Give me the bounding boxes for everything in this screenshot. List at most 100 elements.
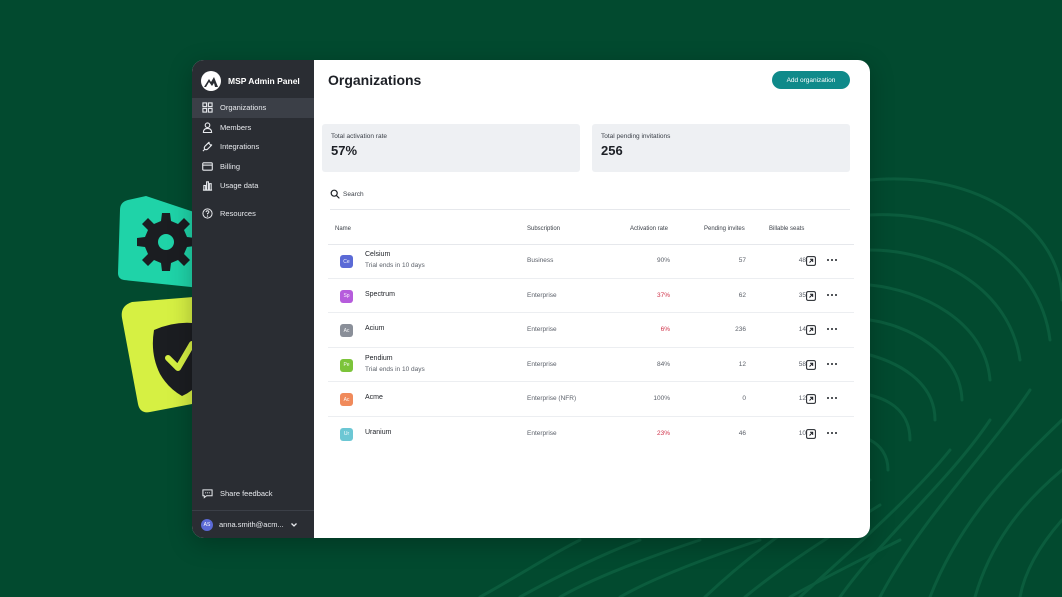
table-header: Name Subscription Activation rate Pendin… (328, 220, 854, 245)
column-header-activation-rate[interactable]: Activation rate (630, 226, 669, 232)
stat-label: Total pending invitations (601, 133, 671, 140)
sidebar-feedback: Share feedback (192, 484, 314, 504)
org-avatar-icon: Sp (340, 289, 353, 303)
search-bar (330, 188, 850, 210)
sidebar-item-label: Usage data (220, 181, 259, 191)
org-name[interactable]: Acme (365, 394, 383, 401)
avatar: AS (201, 518, 213, 531)
org-name[interactable]: Pendium (365, 354, 393, 362)
pending-invites-cell: 0 (742, 395, 746, 402)
more-options-icon[interactable] (826, 255, 838, 265)
chevron-down-icon (290, 522, 297, 527)
org-avatar-icon: Ce (340, 255, 353, 268)
nav-divider (192, 196, 314, 204)
table-row[interactable]: Pe Pendium Trial ends in 10 days Enterprise… (328, 348, 854, 382)
billable-seats-cell: 35 (798, 291, 806, 299)
person-icon (201, 121, 213, 133)
column-header-name[interactable]: Name (335, 226, 352, 232)
more-options-icon[interactable] (826, 393, 838, 403)
open-external-icon[interactable] (806, 394, 816, 404)
open-external-icon[interactable] (806, 428, 816, 439)
stat-value: 57% (331, 143, 358, 158)
org-name[interactable]: Spectrum (365, 290, 395, 298)
open-external-icon[interactable] (806, 325, 816, 335)
table-row[interactable]: Ce Celsium Trial ends in 10 days Business 90… (328, 244, 854, 279)
user-menu[interactable]: AS anna.smith@acm... (192, 510, 314, 538)
org-avatar-icon: Ac (340, 393, 353, 406)
sidebar: MSP Admin Panel Organizations Members In… (192, 60, 314, 538)
billable-seats-cell: 14 (798, 326, 806, 333)
sidebar-nav: Organizations Members Integrations Billi… (192, 98, 314, 223)
more-options-icon[interactable] (826, 324, 838, 334)
page-title: Organizations (328, 72, 422, 88)
sidebar-item-organizations[interactable]: Organizations (192, 98, 314, 118)
sidebar-item-resources[interactable]: Resources (192, 204, 314, 224)
more-options-icon[interactable] (826, 359, 838, 369)
column-header-billable-seats[interactable]: Billable seats (769, 226, 805, 232)
main-content: Organizations Add organization Total act… (314, 60, 870, 538)
grid-icon (201, 102, 213, 114)
table-row[interactable]: Ac Acme Enterprise (NFR) 100% 0 12 (328, 382, 854, 417)
organizations-table: Ce Celsium Trial ends in 10 days Business 90… (328, 244, 854, 451)
pending-invites-cell: 236 (735, 326, 746, 333)
activation-rate-cell: 23% (656, 429, 670, 437)
sidebar-item-usage-data[interactable]: Usage data (192, 176, 314, 196)
activation-rate-cell: 84% (656, 360, 670, 368)
gear-icon (137, 213, 195, 271)
org-name[interactable]: Celsium (365, 251, 391, 258)
billable-seats-cell: 10 (798, 429, 806, 437)
brand[interactable]: MSP Admin Panel (201, 70, 300, 92)
open-external-icon[interactable] (806, 256, 816, 266)
org-name[interactable]: Acium (365, 325, 385, 332)
stat-card-activation: Total activation rate 57% (322, 124, 580, 172)
activation-rate-cell: 37% (656, 291, 670, 299)
sidebar-item-label: Integrations (220, 142, 260, 152)
org-avatar-icon: Ac (340, 324, 353, 337)
sidebar-item-label: Resources (220, 208, 256, 218)
table-row[interactable]: Ac Acium Enterprise 6% 236 14 (328, 313, 854, 348)
user-email: anna.smith@acm... (219, 520, 284, 529)
activation-rate-cell: 100% (653, 395, 670, 402)
column-header-subscription[interactable]: Subscription (527, 226, 561, 232)
open-external-icon[interactable] (806, 290, 816, 301)
search-icon (330, 189, 340, 199)
pending-invites-cell: 62 (738, 291, 746, 299)
more-options-icon[interactable] (826, 290, 838, 300)
subscription-cell: Enterprise (NFR) (527, 395, 577, 402)
more-options-icon[interactable] (826, 428, 838, 438)
table-row[interactable]: Ur Uranium Enterprise 23% 46 10 (328, 417, 854, 452)
org-name[interactable]: Uranium (365, 428, 392, 436)
column-header-pending-invites[interactable]: Pending invites (704, 226, 745, 232)
brand-title: MSP Admin Panel (228, 76, 300, 86)
share-feedback-button[interactable]: Share feedback (192, 484, 314, 504)
stat-label: Total activation rate (331, 133, 388, 140)
stat-card-pending: Total pending invitations 256 (592, 124, 850, 172)
share-feedback-label: Share feedback (220, 489, 273, 499)
add-organization-button[interactable]: Add organization (772, 71, 850, 89)
subscription-cell: Enterprise (527, 360, 557, 368)
sidebar-item-billing[interactable]: Billing (192, 157, 314, 177)
billable-seats-cell: 12 (798, 395, 806, 402)
admin-panel-window: MSP Admin Panel Organizations Members In… (192, 60, 870, 538)
search-input[interactable] (343, 188, 543, 200)
open-external-icon[interactable] (806, 359, 816, 370)
gear-badge (118, 196, 206, 288)
activation-rate-cell: 90% (656, 257, 670, 264)
plug-icon (201, 141, 213, 153)
chat-bubble-icon (201, 488, 213, 500)
sidebar-item-label: Organizations (220, 103, 267, 113)
pending-invites-cell: 12 (738, 360, 746, 368)
sidebar-item-label: Billing (220, 161, 241, 171)
card-icon (201, 160, 213, 172)
sidebar-item-label: Members (220, 122, 252, 132)
sidebar-item-members[interactable]: Members (192, 118, 314, 138)
org-avatar-icon: Pe (340, 358, 353, 372)
subscription-cell: Enterprise (527, 291, 557, 299)
org-avatar-icon: Ur (340, 427, 353, 441)
table-row[interactable]: Sp Spectrum Enterprise 37% 62 35 (328, 279, 854, 313)
org-trial-note: Trial ends in 10 days (365, 365, 425, 373)
sidebar-item-integrations[interactable]: Integrations (192, 137, 314, 157)
stat-value: 256 (601, 143, 623, 158)
billable-seats-cell: 58 (798, 360, 806, 368)
org-trial-note: Trial ends in 10 days (365, 262, 425, 269)
